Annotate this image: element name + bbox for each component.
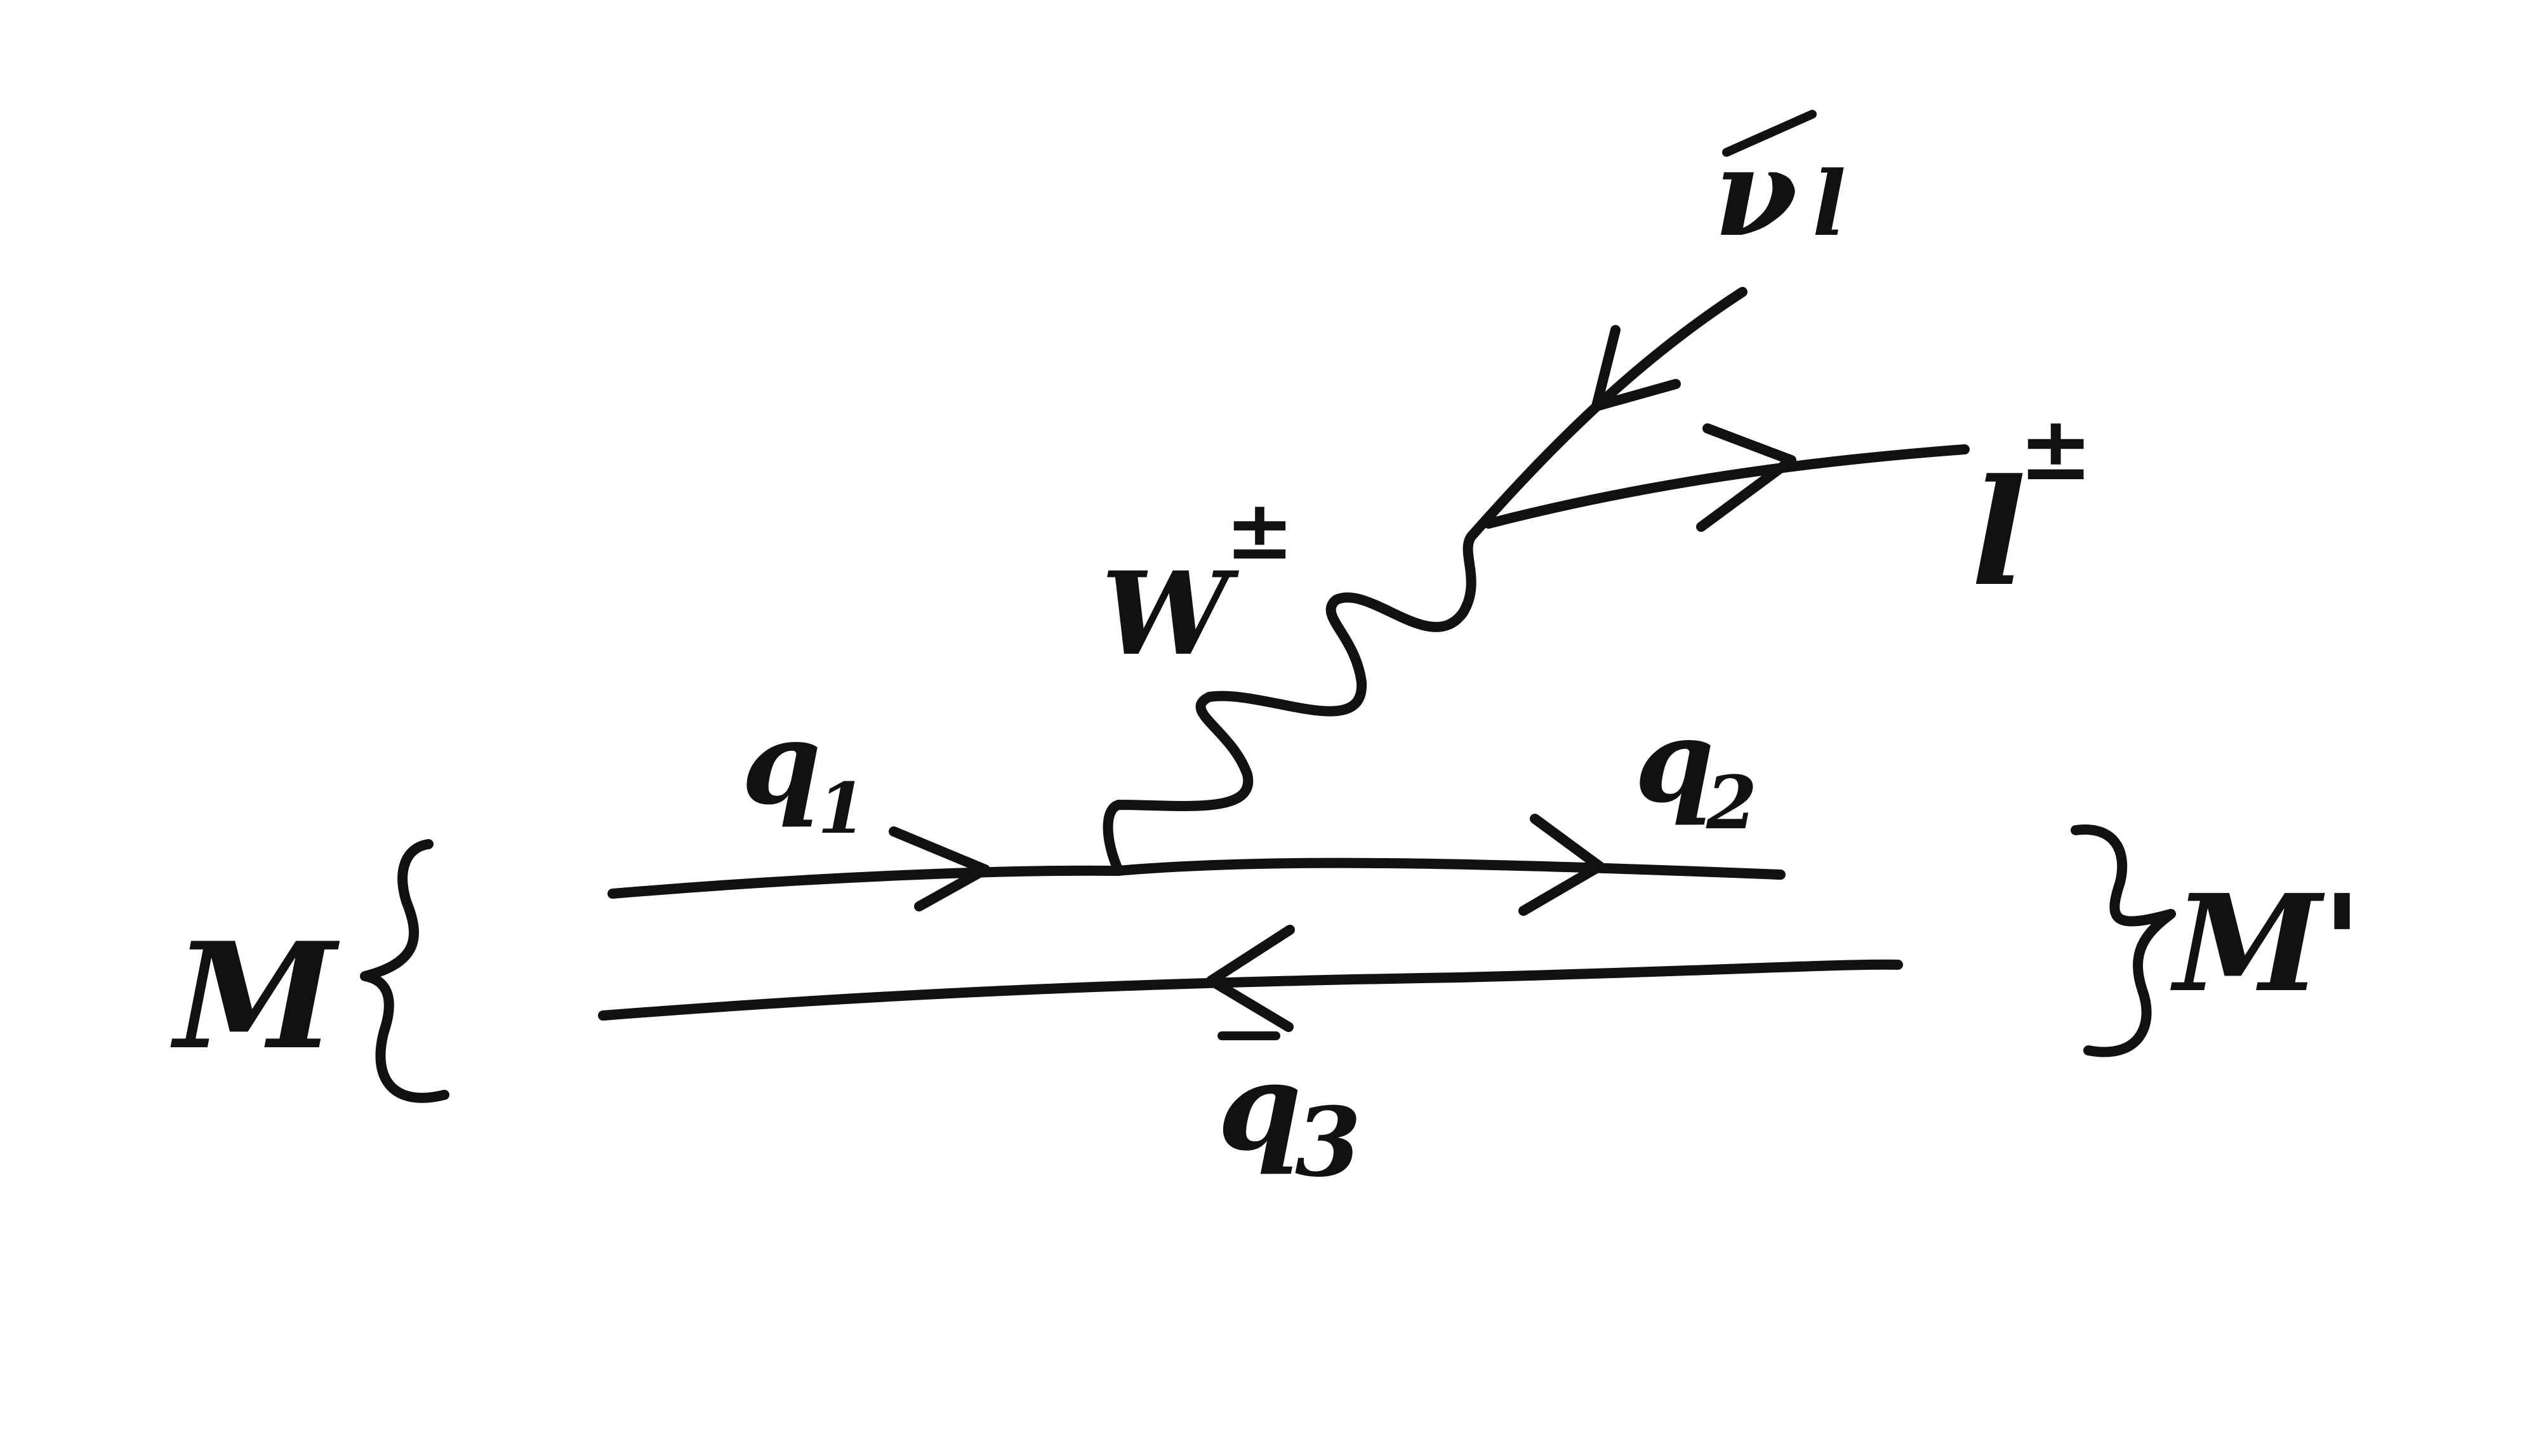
quark-in-label: q xyxy=(741,696,821,830)
antiquark-subscript: 3 xyxy=(1295,1087,1361,1198)
quark-out-label: q xyxy=(1635,694,1715,828)
boson-charge: ± xyxy=(1225,481,1294,578)
antiquark-line-bottom xyxy=(598,959,1903,1021)
lepton-charge: ± xyxy=(2019,397,2093,501)
right-curly-brace-icon xyxy=(2071,824,2176,1057)
final-meson-label: M' xyxy=(2170,865,2363,1022)
boson-label: W xyxy=(1101,547,1239,681)
quark-line-top xyxy=(607,857,1786,899)
initial-meson-label: M xyxy=(170,911,340,1082)
antiquark-label: q xyxy=(1217,1036,1302,1177)
left-curly-brace-icon xyxy=(360,839,449,1103)
quark-out-subscript: 2 xyxy=(1706,760,1757,846)
arrowhead-icon xyxy=(1518,814,1605,916)
arrowhead-icon xyxy=(1696,423,1796,532)
neutrino-label: ν xyxy=(1714,122,1798,263)
arrowhead-icon xyxy=(1591,325,1681,411)
neutrino-bar xyxy=(1722,110,1817,157)
neutrino-subscript: l xyxy=(1812,152,1846,256)
w-boson-line xyxy=(1103,531,1476,876)
arrowhead-icon xyxy=(889,826,990,911)
quark-in-subscript: 1 xyxy=(818,767,866,849)
lepton-line xyxy=(1483,444,1970,529)
neutrino-line xyxy=(1466,287,1748,541)
arrowhead-icon xyxy=(1206,925,1295,1032)
lepton-label: l xyxy=(1971,447,2026,619)
